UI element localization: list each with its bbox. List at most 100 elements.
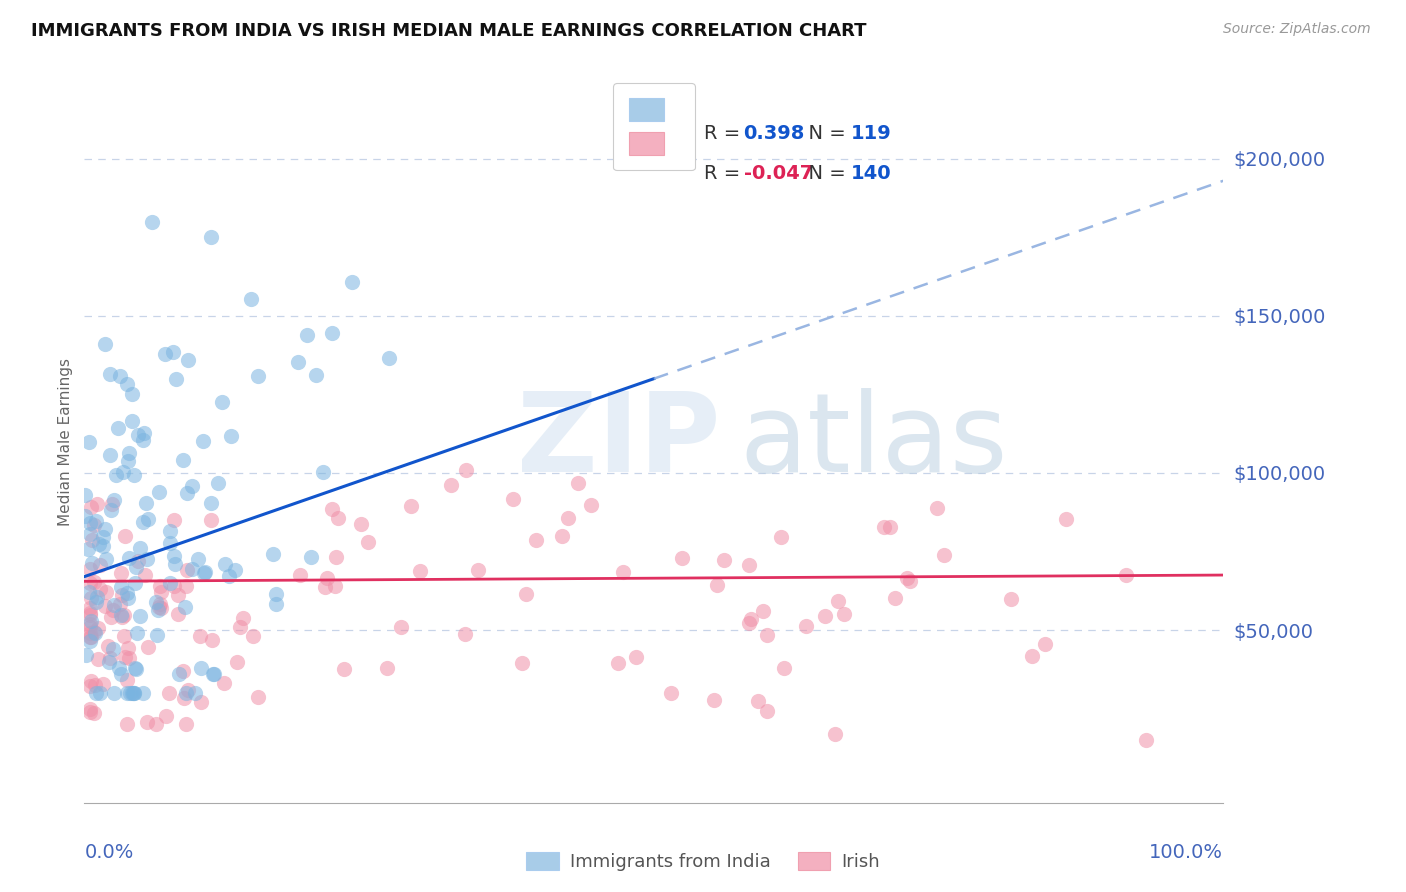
Point: [145, 717, 167, 731]
Point: [98, 651, 121, 665]
Point: [239, 293, 262, 307]
Point: [214, 558, 236, 572]
Point: [288, 568, 311, 582]
Point: [115, 717, 138, 731]
Point: [79, 575, 101, 590]
Point: [287, 355, 309, 369]
Point: [118, 446, 141, 460]
Point: [110, 580, 132, 594]
Point: [299, 550, 322, 565]
Point: [873, 519, 896, 533]
Text: 100.0%: 100.0%: [1149, 843, 1223, 862]
Point: [149, 579, 172, 593]
Point: [350, 517, 373, 532]
Point: [108, 661, 131, 675]
Point: [97, 640, 120, 654]
Point: [163, 513, 186, 527]
Point: [108, 369, 131, 384]
Text: R =: R =: [704, 124, 747, 143]
Point: [80, 614, 103, 628]
Point: [110, 597, 132, 611]
Point: [121, 414, 143, 428]
Point: [122, 686, 145, 700]
Point: [115, 673, 138, 687]
Point: [747, 694, 769, 708]
Point: [83, 624, 105, 639]
Point: [149, 597, 172, 611]
Point: [115, 585, 138, 599]
Text: ZIP: ZIP: [517, 388, 720, 495]
Text: IMMIGRANTS FROM INDIA VS IRISH MEDIAN MALE EARNINGS CORRELATION CHART: IMMIGRANTS FROM INDIA VS IRISH MEDIAN MA…: [31, 22, 866, 40]
Point: [325, 550, 347, 565]
Point: [740, 612, 762, 626]
Point: [83, 678, 105, 692]
Point: [84, 595, 107, 609]
Point: [218, 569, 240, 583]
Point: [177, 683, 200, 698]
Y-axis label: Median Male Earnings: Median Male Earnings: [58, 358, 73, 525]
Point: [188, 628, 211, 642]
Point: [79, 616, 101, 631]
Point: [79, 620, 101, 634]
Point: [224, 563, 246, 577]
Point: [172, 452, 194, 467]
Point: [174, 686, 197, 700]
Point: [176, 563, 198, 577]
Point: [515, 586, 537, 600]
Point: [323, 579, 346, 593]
Point: [264, 587, 287, 601]
Point: [112, 607, 135, 622]
Point: [706, 578, 728, 592]
Point: [162, 344, 184, 359]
Point: [132, 433, 155, 447]
Text: -0.047: -0.047: [744, 164, 813, 184]
Point: [1021, 649, 1043, 664]
Point: [110, 607, 132, 622]
Point: [148, 485, 170, 500]
Point: [177, 352, 200, 367]
Legend: Immigrants from India, Irish: Immigrants from India, Irish: [519, 845, 887, 879]
Point: [117, 591, 139, 605]
Point: [751, 604, 773, 618]
Point: [93, 677, 115, 691]
Point: [440, 477, 463, 491]
Point: [1115, 567, 1137, 582]
Point: [194, 565, 217, 579]
Point: [122, 686, 145, 700]
Point: [181, 479, 204, 493]
Point: [454, 463, 477, 477]
Point: [389, 620, 412, 634]
Point: [1000, 591, 1022, 606]
Text: 119: 119: [851, 124, 891, 143]
Point: [159, 576, 181, 591]
Point: [193, 566, 215, 580]
Point: [93, 599, 115, 613]
Point: [89, 558, 111, 572]
Point: [794, 619, 817, 633]
Point: [190, 661, 212, 675]
Point: [502, 492, 524, 507]
Point: [232, 611, 254, 625]
Point: [104, 467, 127, 482]
Point: [110, 566, 132, 581]
Point: [136, 512, 159, 526]
Legend: , : ,: [613, 83, 695, 170]
Point: [167, 607, 190, 621]
Text: N =: N =: [796, 164, 852, 184]
Point: [375, 661, 398, 675]
Point: [737, 615, 759, 630]
Point: [770, 530, 793, 544]
Point: [80, 630, 103, 644]
Point: [115, 686, 138, 700]
Point: [79, 607, 101, 621]
Point: [120, 686, 142, 700]
Point: [200, 230, 222, 244]
Point: [127, 553, 149, 567]
Point: [242, 629, 264, 643]
Point: [153, 347, 176, 361]
Point: [134, 568, 156, 582]
Point: [100, 502, 122, 516]
Point: [159, 524, 181, 539]
Point: [79, 702, 101, 716]
Point: [118, 551, 141, 566]
